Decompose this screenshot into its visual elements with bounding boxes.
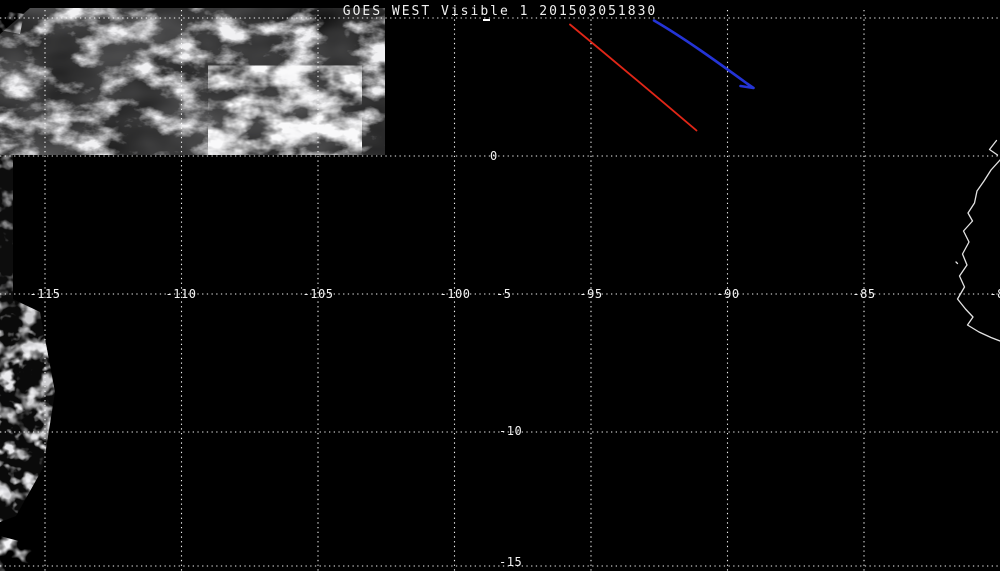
lon-label--80: -80: [989, 287, 1000, 301]
clipped-label-mark: [483, 19, 490, 21]
coastline: [955, 139, 1000, 342]
lon-label--105: -105: [302, 287, 334, 301]
lon-label--115: -115: [29, 287, 61, 301]
lon-label--90: -90: [716, 287, 740, 301]
lon-label--100: -100: [439, 287, 471, 301]
red-track: [569, 23, 698, 132]
lon-label--95: -95: [579, 287, 603, 301]
blue-track: [652, 19, 755, 90]
coastline-inlet: [988, 139, 999, 156]
cloud-bright-cluster: [215, 70, 355, 155]
lower-left-clouds-2: [0, 293, 55, 522]
lon-label--110: -110: [165, 287, 197, 301]
left-edge-clouds: [0, 155, 13, 305]
lon-label--85: -85: [852, 287, 876, 301]
lat-label--10: -10: [499, 424, 523, 438]
lat-label--5: -5: [496, 287, 512, 301]
top-left-specks: [0, 10, 24, 34]
lat-label--15: -15: [499, 555, 523, 569]
satellite-imagery-layer: [0, 8, 385, 571]
coastline-islet: [955, 261, 959, 265]
image-title: GOES WEST Visible 1 201503051830: [342, 4, 658, 19]
coastline-main: [956, 159, 1000, 342]
lat-label-0: 0: [490, 149, 498, 163]
